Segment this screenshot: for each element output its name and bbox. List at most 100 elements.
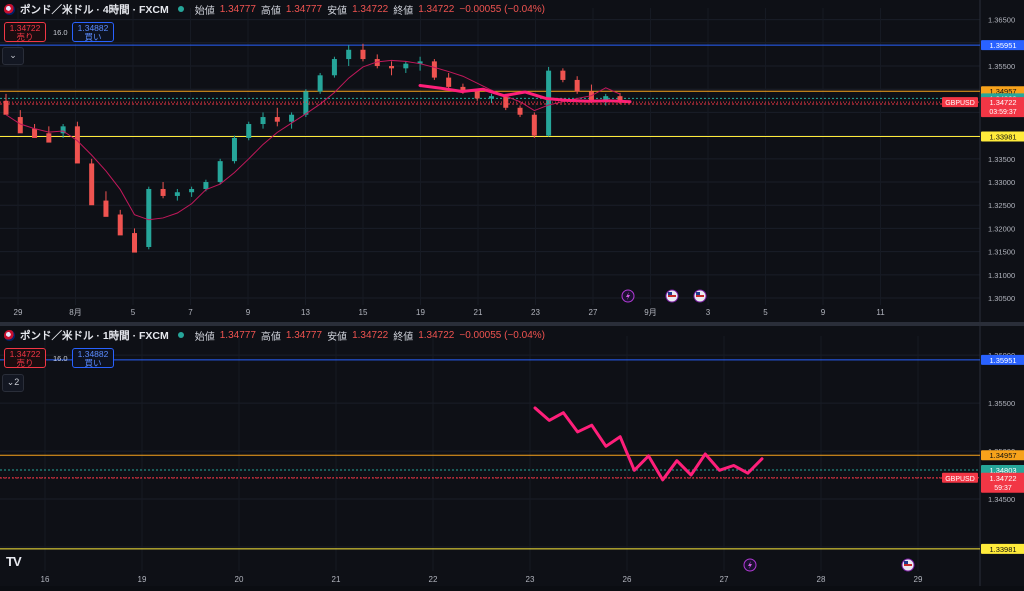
- buy-label: 買い: [84, 32, 102, 42]
- candle-body: [431, 61, 437, 78]
- sell-price: 1.34722: [9, 349, 41, 359]
- candle-body: [531, 114, 537, 136]
- x-tick-label: 22: [429, 575, 438, 584]
- x-tick-label: 29: [14, 308, 23, 317]
- level-price-tag: [981, 464, 1024, 475]
- y-tick-label: 1.32500: [988, 201, 1015, 210]
- symbol-tag[interactable]: [942, 472, 978, 483]
- level-price-tag: [981, 450, 1024, 461]
- y-tick-label: 1.33000: [988, 178, 1015, 187]
- collapse-indicators-button[interactable]: ⌄: [2, 47, 24, 65]
- gbpusd-flag-icon: [4, 3, 15, 15]
- open-value: 1.34777: [219, 329, 256, 341]
- spread-value: 16.0: [53, 354, 68, 363]
- candle-body: [260, 117, 266, 125]
- symbol-tag[interactable]: [942, 97, 978, 108]
- chart-4h-svg[interactable]: 1.365001.360001.355001.350001.345001.340…: [0, 0, 1024, 325]
- level-price-tag: [981, 543, 1024, 554]
- current-price-label: 1.34722: [989, 98, 1016, 107]
- candle-body: [60, 126, 66, 134]
- chart-1h-svg[interactable]: 1.360001.355001.350001.345001.340001.335…: [0, 326, 1024, 591]
- symbol-title[interactable]: ポンド／米ドル · 1時間 · FXCM: [20, 329, 169, 342]
- x-tick-label: 23: [531, 308, 540, 317]
- symbol-title[interactable]: ポンド／米ドル · 4時間 · FXCM: [20, 3, 169, 16]
- candle-body: [617, 96, 623, 103]
- level-price-label: 1.35951: [989, 356, 1016, 365]
- indicator-count: 2: [14, 377, 20, 387]
- candle-body: [203, 182, 209, 189]
- x-tick-label: 5: [763, 308, 768, 317]
- current-price-tag: [981, 472, 1024, 493]
- price-path-line: [418, 83, 632, 104]
- candle-body: [117, 214, 123, 236]
- moving-average-line: [5, 59, 621, 221]
- candle-body: [3, 100, 9, 115]
- indicator-toggle-button[interactable]: ⌄2: [2, 374, 24, 392]
- current-price-tag: [981, 97, 1024, 118]
- high-label: 高値: [260, 5, 281, 17]
- x-tick-label: 19: [416, 308, 425, 317]
- candle-body: [331, 59, 337, 76]
- pane-divider[interactable]: [0, 322, 1024, 326]
- buy-label: 買い: [84, 358, 102, 368]
- x-tick-label: 15: [359, 308, 368, 317]
- sell-button[interactable]: 1.34722 売り: [4, 22, 46, 42]
- level-price-tag: [981, 40, 1024, 51]
- x-tick-label: 8月: [69, 308, 81, 317]
- chart-pane-1h[interactable]: 1.360001.355001.350001.345001.340001.335…: [0, 326, 1024, 591]
- buy-button[interactable]: 1.34882 買い: [72, 348, 114, 368]
- high-value: 1.34777: [285, 3, 323, 15]
- tradingview-logo[interactable]: TV: [6, 554, 22, 569]
- chart-pane-4h[interactable]: 1.365001.360001.355001.350001.345001.340…: [0, 0, 1024, 325]
- level-price-label: 1.33981: [989, 132, 1016, 141]
- sell-label: 売り: [16, 358, 34, 368]
- y-tick-label: 1.31500: [988, 248, 1015, 257]
- candle-body: [460, 86, 466, 92]
- x-tick-label: 3: [706, 308, 711, 317]
- candle-body: [246, 124, 252, 138]
- candle-countdown: 03:59:37: [989, 109, 1016, 116]
- candle-body: [574, 79, 580, 92]
- flag-canton: [904, 561, 908, 564]
- x-tick-label: 16: [41, 575, 50, 584]
- candle-body: [160, 188, 166, 196]
- flag-stripe: [668, 295, 676, 297]
- candle-body: [189, 188, 195, 193]
- candle-body: [231, 137, 237, 162]
- candle-body: [603, 96, 609, 101]
- x-tick-label: 23: [526, 575, 535, 584]
- buy-button[interactable]: 1.34882 買い: [72, 22, 114, 42]
- level-price-label: 1.35951: [989, 41, 1016, 50]
- candle-body: [503, 96, 509, 108]
- candle-body: [446, 77, 452, 87]
- chart-header-4h: ポンド／米ドル · 4時間 · FXCM 始値 1.34777 高値 1.34777…: [4, 1, 545, 17]
- chevron-down-icon: ⌄: [9, 50, 17, 60]
- sell-button[interactable]: 1.34722 売り: [4, 348, 46, 368]
- y-tick-label: 1.31000: [988, 271, 1015, 280]
- close-value: 1.34722: [418, 329, 455, 341]
- open-value: 1.34777: [219, 3, 256, 15]
- x-tick-label: 28: [817, 575, 826, 584]
- gbpusd-flag-icon: [4, 329, 15, 341]
- open-label: 始値: [194, 331, 215, 343]
- candle-body: [474, 91, 480, 99]
- open-label: 始値: [194, 5, 215, 17]
- candle-body: [389, 66, 395, 69]
- candle-body: [417, 61, 423, 64]
- current-price-label: 1.34722: [989, 474, 1016, 483]
- close-label: 終値: [393, 331, 414, 343]
- level-price-tag: [981, 354, 1024, 365]
- y-tick-label: 1.36500: [988, 16, 1015, 25]
- candle-body: [303, 91, 309, 115]
- x-tick-label: 11: [876, 308, 885, 317]
- candle-body: [89, 163, 95, 206]
- level-price-label: 1.34957: [989, 87, 1016, 96]
- level-price-label: 1.33981: [989, 545, 1016, 554]
- level-price-tag: [981, 131, 1024, 142]
- sell-label: 売り: [16, 32, 34, 42]
- chart-header-1h: ポンド／米ドル · 1時間 · FXCM 始値 1.34777 高値 1.34777…: [4, 327, 545, 343]
- x-tick-label: 7: [188, 308, 193, 317]
- candle-body: [560, 70, 566, 80]
- low-value: 1.34722: [352, 329, 389, 341]
- sell-price: 1.34722: [9, 23, 41, 33]
